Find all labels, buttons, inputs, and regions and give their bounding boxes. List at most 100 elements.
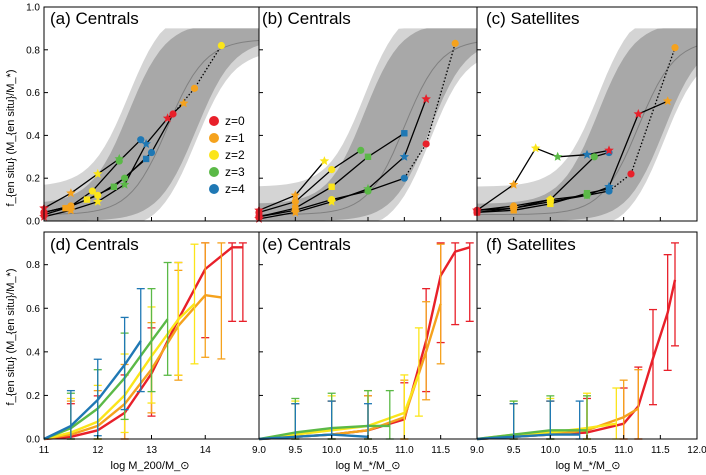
marker-c-3-2 (546, 196, 554, 204)
marker-b-0-6 (451, 39, 459, 47)
series-e-z=4 (258, 433, 369, 441)
marker-a-0-7 (217, 41, 225, 50)
xtick-label-f-4: 11.0 (614, 445, 633, 456)
series-d-z=3 (43, 318, 169, 441)
marker-a-4-3 (114, 153, 124, 163)
panel-d-title: (d) Centrals (50, 235, 139, 254)
errorbar-d-z=3-5 (163, 261, 172, 376)
markers-layer (39, 39, 679, 223)
xtick-label-d-3: 14 (200, 445, 212, 456)
ytick-label-d-3: 0.6 (26, 304, 40, 315)
marker-b-3-2 (328, 166, 336, 174)
ytick-label-d-1: 0.2 (26, 391, 40, 402)
xtick-label-e-3: 10.5 (358, 445, 378, 456)
errorbar-e-z=1-6 (436, 243, 445, 365)
legend-label-z1: z=1 (225, 131, 245, 145)
marker-c-4-4 (582, 149, 592, 159)
track-b-3 (258, 149, 362, 214)
xtick-label-e-1: 9.5 (288, 445, 302, 456)
errorbar-f-z=0-8 (671, 242, 679, 347)
track-b-1 (258, 98, 427, 220)
ytick-label-a-0: 0.0 (26, 217, 40, 228)
marker-b-4-1 (290, 190, 301, 200)
marker-b-3-1 (291, 198, 299, 206)
marker-c-1-5 (633, 109, 644, 118)
series-f-z=0 (476, 279, 677, 441)
marker-a-0-4 (147, 148, 156, 157)
median-line-c (476, 45, 698, 216)
series-e-z=1 (258, 303, 442, 441)
xtick-label-f-3: 10.5 (577, 445, 597, 456)
errorbar-d-z=1-7 (217, 242, 226, 360)
marker-b-1-5 (421, 94, 431, 104)
errorbar-e-z=2-5 (414, 327, 423, 417)
marker-c-2-2 (547, 200, 554, 208)
legend-dot-z3 (209, 167, 219, 177)
marker-a-1-1 (66, 205, 76, 215)
x-axis-label-f: log M_*/M_⊙ (556, 460, 621, 472)
xtick-label-e-5: 11.5 (431, 445, 450, 456)
marker-c-3-3 (590, 153, 598, 161)
marker-c-4-3 (552, 151, 563, 161)
xtick-label-e-0: 9.0 (252, 445, 266, 456)
legend-label-z3: z=3 (225, 165, 245, 179)
marker-b-2-2 (328, 183, 335, 190)
ytick-label-a-3: 0.6 (26, 88, 40, 99)
marker-b-1-1 (290, 207, 301, 217)
errorbar-f-z=1-4 (619, 379, 628, 440)
series-f-z=4 (476, 433, 580, 441)
xtick-label-f-5: 11.5 (651, 445, 670, 456)
track-dotted-c-0 (608, 47, 676, 192)
marker-a-1-6 (179, 98, 189, 108)
marker-c-2-3 (583, 189, 591, 197)
marker-a-1-2 (93, 196, 103, 206)
band-inner-c (477, 28, 697, 222)
x-axis-label-d: log M_200/M_⊙ (111, 460, 190, 472)
errorbar-d-z=2-5 (174, 261, 183, 376)
legend-dot-z4 (209, 184, 219, 194)
xtick-label-f-6: 12.0 (687, 445, 706, 456)
legend-dot-z0 (209, 116, 219, 126)
legend: z=0 z=1 z=2 z=3 z=4 (209, 114, 245, 196)
legend-label-z4: z=4 (225, 182, 245, 196)
marker-b-0-4 (400, 174, 408, 182)
errorbar-e-z=0-7 (451, 242, 460, 326)
marker-a-0-5 (169, 110, 177, 118)
series-e-z=2 (258, 373, 421, 441)
marker-b-2-4 (401, 130, 408, 137)
xtick-label-f-1: 9.5 (507, 445, 521, 456)
marker-c-1-6 (662, 96, 673, 106)
marker-a-3-4 (137, 136, 145, 144)
x-axis-label-e: log M_*/M_⊙ (336, 460, 401, 472)
marker-c-0-6 (671, 44, 679, 52)
legend-label-z2: z=2 (225, 148, 245, 162)
ytick-label-a-1: 0.2 (26, 174, 40, 185)
marker-c-4-1 (508, 179, 519, 189)
xtick-label-e-4: 11.0 (395, 445, 414, 456)
panel-b-title: (b) Centrals (262, 9, 351, 28)
errorbar-d-z=0-7 (228, 242, 237, 322)
marker-c-3-1 (510, 202, 518, 210)
marker-c-4-5 (604, 145, 614, 155)
ytick-label-d-0: 0.0 (26, 435, 40, 446)
errorbar-f-z=0-7 (663, 254, 672, 372)
xtick-label-d-1: 12 (92, 445, 104, 456)
series-d-z=1 (43, 294, 222, 441)
marker-b-1-3 (363, 183, 373, 193)
marker-b-0-5 (422, 140, 430, 148)
errorbar-e-z=0-8 (465, 242, 474, 322)
marker-c-4-2 (530, 143, 541, 153)
panel-f-title: (f) Satellites (486, 235, 576, 254)
legend-label-z0: z=0 (225, 114, 245, 128)
marker-a-3-1 (67, 202, 75, 210)
marker-a-2-2 (83, 196, 91, 203)
lines-layer (43, 43, 679, 441)
legend-dot-z2 (209, 150, 219, 160)
xtick-label-e-2: 10.0 (322, 445, 342, 456)
xtick-label-f-0: 9.0 (470, 445, 484, 456)
panel-a-title: (a) Centrals (50, 9, 139, 28)
marker-a-3-2 (88, 187, 96, 195)
band-inner-a (44, 28, 259, 221)
marker-b-1-2 (326, 196, 337, 206)
xtick-label-f-2: 10.0 (541, 445, 561, 456)
